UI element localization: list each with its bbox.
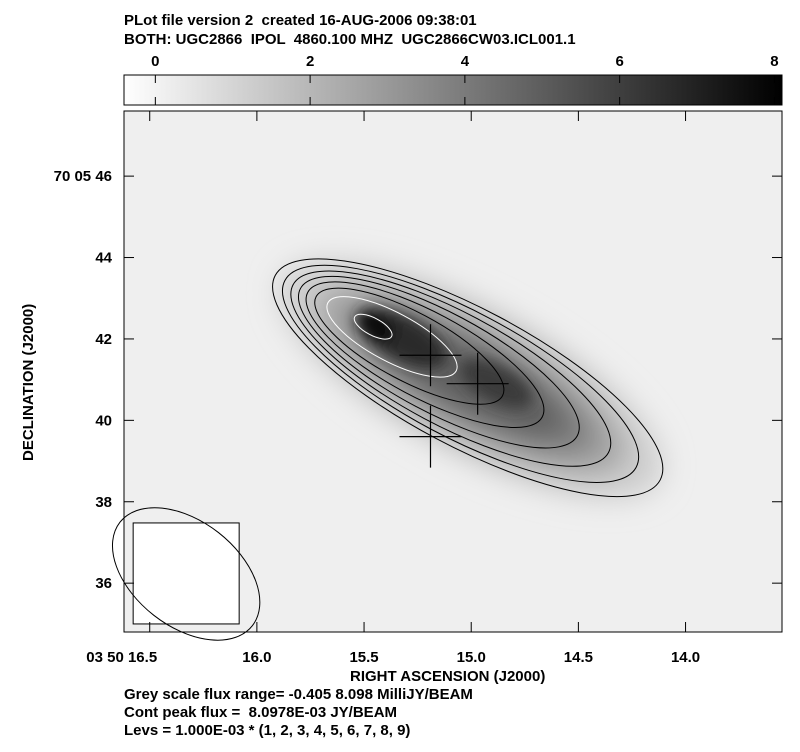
y-tick-label: 44 (95, 250, 112, 267)
contour-level-1 (272, 258, 664, 498)
colorbar-tick-label: 2 (306, 53, 314, 70)
y-tick-label: 38 (95, 494, 112, 511)
contour-levels-note: Levs = 1.000E-03 * (1, 2, 3, 4, 5, 6, 7,… (124, 722, 411, 739)
x-axis-title: RIGHT ASCENSION (J2000) (350, 668, 545, 685)
x-tick-label: 14.5 (564, 649, 593, 666)
x-tick-label: 16.0 (242, 649, 271, 666)
contour-level-4 (297, 275, 580, 449)
colorbar-tick-label: 8 (770, 53, 778, 70)
y-tick-label: 70 05 46 (54, 168, 112, 185)
y-tick-label: 40 (95, 412, 112, 429)
cross-markers (399, 324, 509, 468)
y-axis-title: DECLINATION (J2000) (20, 304, 37, 461)
contour-peak-flux-note: Cont peak flux = 8.0978E-03 JY/BEAM (124, 704, 398, 721)
y-tick-label: 42 (95, 331, 112, 348)
cross-marker (399, 324, 462, 387)
beam-ellipse (111, 507, 261, 641)
colorbar: 0 2 4 6 8 (123, 53, 783, 106)
plot-header-line-2: BOTH: UGC2866 IPOL 4860.100 MHZ UGC2866C… (124, 31, 576, 48)
y-tick-label: 36 (95, 575, 112, 592)
contour-level-2 (281, 264, 640, 483)
plot-header-line-1: PLot file version 2 created 16-AUG-2006 … (124, 12, 477, 29)
contour-level-7 (326, 296, 458, 378)
cross-marker (446, 352, 509, 415)
grey-scale-range-note: Grey scale flux range= -0.405 8.098 Mill… (124, 686, 473, 703)
beam-box (111, 507, 261, 641)
colorbar-tick-label: 0 (151, 53, 159, 70)
x-tick-label: 15.5 (349, 649, 378, 666)
contour-lines (272, 258, 664, 498)
contour-level-6 (314, 287, 505, 405)
colorbar-tick-label: 4 (461, 53, 470, 70)
plot-area: 03 50 16.5 16.0 15.5 15.0 14.5 14.0 36 38 40 42 4… (54, 110, 783, 666)
contour-level-3 (290, 270, 612, 467)
x-tick-label: 03 50 16.5 (86, 649, 157, 666)
contour-level-8 (353, 313, 393, 340)
contour-level-5 (305, 281, 545, 428)
x-tick-label: 14.0 (671, 649, 700, 666)
x-tick-label: 15.0 (457, 649, 486, 666)
cross-marker (399, 405, 462, 468)
grey-scale-emission (278, 258, 665, 501)
colorbar-tick-label: 6 (615, 53, 623, 70)
